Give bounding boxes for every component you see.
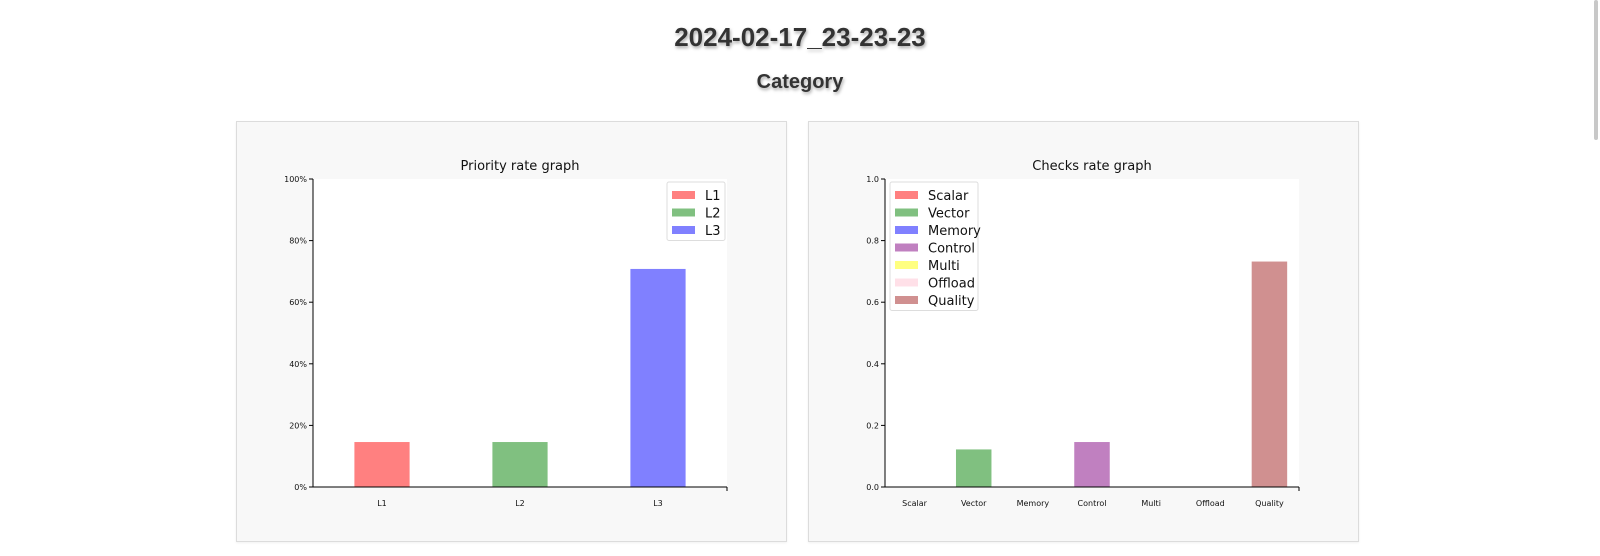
bar-l2 <box>492 442 548 487</box>
legend-swatch-control <box>895 243 918 252</box>
bar-quality <box>1251 261 1288 487</box>
legend-swatch-multi <box>895 261 918 269</box>
y-tick-label: 40% <box>289 360 307 369</box>
legend-label-memory: Memory <box>928 224 981 239</box>
y-tick-label: 0% <box>294 483 307 492</box>
y-tick-label: 0.8 <box>866 237 879 246</box>
x-tick-label-memory: Memory <box>1017 499 1050 508</box>
page-scrollbar[interactable] <box>1594 0 1598 140</box>
y-tick-label: 0.0 <box>866 483 879 492</box>
x-tick-label-scalar: Scalar <box>902 499 928 508</box>
legend-label-l3: L3 <box>705 224 721 239</box>
chart-title: Priority rate graph <box>461 159 580 174</box>
bar-l3 <box>630 268 686 487</box>
legend-label-quality: Quality <box>928 294 975 309</box>
y-tick-label: 0.6 <box>866 298 879 307</box>
section-title: Category <box>756 71 844 93</box>
chart-title: Checks rate graph <box>1032 159 1152 174</box>
legend-label-multi: Multi <box>928 259 960 274</box>
x-tick-label-vector: Vector <box>961 499 987 508</box>
legend-swatch-l3 <box>672 226 695 234</box>
checks-rate-chart: Checks rate graph 0.0 0.2 0.4 0.6 0.8 1.0 Scala… <box>866 159 1300 508</box>
x-tick-label-l3: L3 <box>653 499 663 508</box>
y-tick-label: 20% <box>289 421 307 430</box>
y-tick-label: 60% <box>289 298 307 307</box>
bar-vector <box>955 449 992 487</box>
priority-rate-chart: Priority rate graph 0% 20% 40% 60% 80% 100% L1 L… <box>284 159 728 508</box>
y-tick-label: 0.4 <box>866 360 879 369</box>
legend-label-control: Control <box>928 242 975 257</box>
x-tick-label-l2: L2 <box>515 499 525 508</box>
y-tick-label: 80% <box>289 237 307 246</box>
x-tick-label-multi: Multi <box>1141 499 1161 508</box>
x-tick-label-quality: Quality <box>1255 499 1284 508</box>
legend-label-l2: L2 <box>705 207 721 222</box>
y-tick-label: 1.0 <box>866 175 879 184</box>
bar-control <box>1074 442 1110 487</box>
legend-label-vector: Vector <box>928 207 970 222</box>
legend-swatch-scalar <box>895 191 918 199</box>
legend-swatch-l2 <box>672 208 695 217</box>
legend-swatch-memory <box>895 226 918 234</box>
y-tick-label: 0.2 <box>866 421 879 430</box>
legend-swatch-offload <box>895 278 918 287</box>
x-tick-label-offload: Offload <box>1196 499 1225 508</box>
legend-swatch-quality <box>895 296 918 304</box>
legend-label-l1: L1 <box>705 189 721 204</box>
checks-chart-panel: Checks rate graph 0.0 0.2 0.4 0.6 0.8 1.0 Scala… <box>808 121 1359 542</box>
x-tick-label-control: Control <box>1078 499 1107 508</box>
y-tick-label: 100% <box>284 175 307 184</box>
priority-chart-panel: Priority rate graph 0% 20% 40% 60% 80% 100% L1 L… <box>236 121 787 542</box>
legend-label-offload: Offload <box>928 277 975 292</box>
x-tick-label-l1: L1 <box>377 499 387 508</box>
legend-swatch-l1 <box>672 191 695 199</box>
page-title: 2024-02-17_23-23-23 <box>674 22 926 52</box>
legend-swatch-vector <box>895 208 918 217</box>
legend-label-scalar: Scalar <box>928 189 969 204</box>
bar-l1 <box>354 442 410 487</box>
